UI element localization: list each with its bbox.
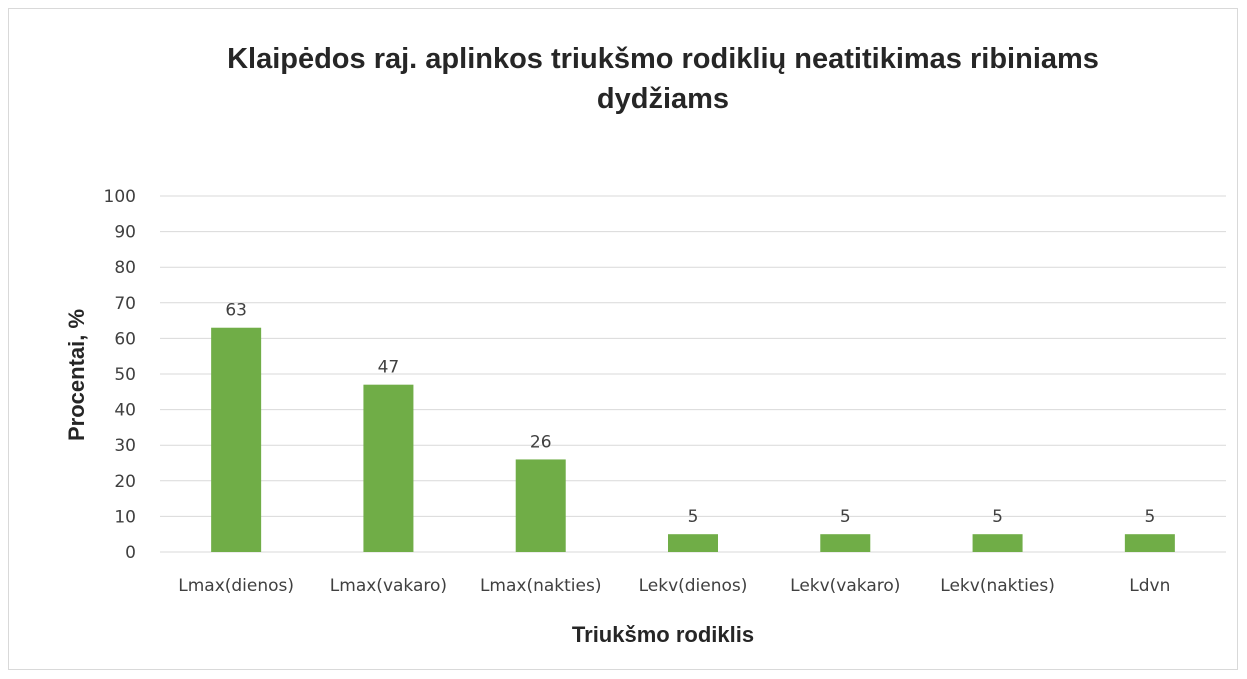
y-tick-label: 90: [114, 223, 136, 243]
category-labels: Lmax(dienos) Lmax(vakaro) Lmax(nakties) Lek…: [178, 576, 1170, 596]
bar: [363, 384, 414, 552]
y-tick-label: 80: [114, 258, 136, 278]
data-label: 5: [688, 507, 699, 527]
y-tick-label: 0: [125, 543, 136, 563]
bar: [972, 534, 1023, 552]
data-label: 5: [992, 507, 1003, 527]
x-axis-title: Triukšmo rodiklis: [572, 622, 754, 647]
y-tick-label: 30: [114, 436, 136, 456]
y-tick-label: 20: [114, 472, 136, 492]
bars: [211, 327, 1175, 552]
category-label: Lekv(dienos): [639, 576, 748, 596]
chart-title-line-1: Klaipėdos raj. aplinkos triukšmo rodikli…: [227, 43, 1099, 75]
y-tick-label: 70: [114, 294, 136, 314]
category-label: Lekv(vakaro): [790, 576, 900, 596]
y-axis-title: Procentai, %: [64, 309, 89, 441]
data-label: 26: [530, 432, 552, 452]
y-axis-ticks: 0 10 20 30 40 50 60 70 80 90 100: [104, 187, 136, 563]
category-label: Ldvn: [1129, 576, 1170, 596]
bar: [668, 534, 718, 552]
data-label: 5: [840, 507, 851, 527]
y-tick-label: 50: [114, 365, 136, 385]
y-tick-label: 10: [114, 507, 136, 527]
data-label: 63: [225, 301, 247, 321]
data-labels: 63 47 26 5 5 5 5: [225, 301, 1155, 527]
bar: [820, 534, 871, 552]
bar: [211, 327, 262, 552]
chart-title-line-2: dydžiams: [597, 83, 729, 115]
bar: [515, 459, 566, 552]
data-label: 47: [378, 358, 400, 378]
y-tick-label: 60: [114, 329, 136, 349]
gridlines: [160, 195, 1226, 553]
category-label: Lekv(nakties): [940, 576, 1055, 596]
y-tick-label: 40: [114, 401, 136, 421]
bar: [1124, 534, 1175, 552]
y-tick-label: 100: [104, 187, 136, 207]
data-label: 5: [1144, 507, 1155, 527]
category-label: Lmax(vakaro): [330, 576, 447, 596]
category-label: Lmax(nakties): [480, 576, 602, 596]
category-label: Lmax(dienos): [178, 576, 294, 596]
